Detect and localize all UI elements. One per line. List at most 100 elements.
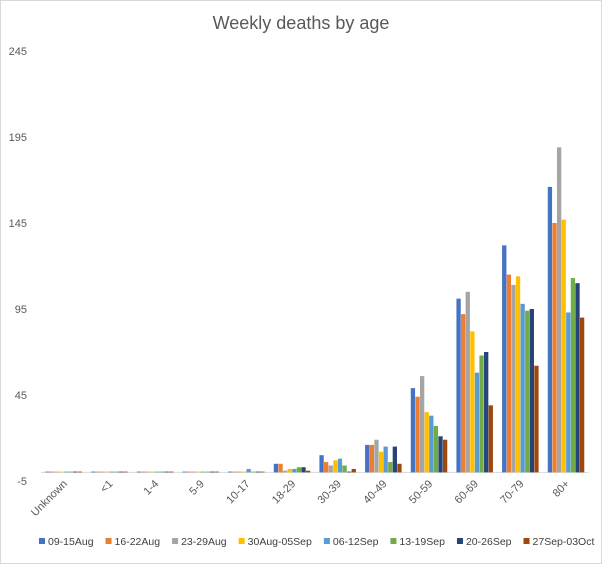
bar: [506, 274, 511, 473]
bar: [397, 463, 402, 473]
bar: [502, 245, 507, 473]
bar: [579, 317, 585, 473]
legend-swatch: [390, 538, 397, 544]
bar: [251, 471, 256, 473]
x-tick-label: 70-79: [498, 478, 526, 506]
bar: [100, 471, 105, 473]
bar: [155, 471, 160, 473]
bar: [136, 471, 142, 473]
y-tick-label: 95: [15, 304, 27, 316]
bar: [515, 276, 521, 473]
bar: [442, 439, 448, 473]
bar: [429, 415, 434, 473]
bar: [410, 388, 416, 473]
bar: [552, 223, 557, 473]
bar: [292, 468, 297, 473]
bar: [575, 283, 580, 473]
bar: [196, 471, 201, 473]
x-tick-label: 18-29: [270, 478, 298, 506]
y-tick-label: 245: [9, 46, 27, 58]
bar: [118, 471, 123, 473]
y-tick-label: 145: [9, 218, 27, 230]
bar: [461, 314, 466, 473]
bar: [260, 471, 265, 473]
bar: [369, 444, 374, 473]
bar: [200, 471, 206, 473]
bar: [191, 471, 196, 473]
bars: [45, 147, 585, 473]
bar: [246, 468, 251, 473]
x-tick-label: 60-69: [453, 478, 481, 506]
bar: [415, 396, 420, 473]
bar: [529, 309, 534, 473]
bar: [305, 470, 311, 473]
legend-label: 09-15Aug: [48, 536, 94, 548]
bar: [378, 451, 384, 473]
bar: [484, 352, 489, 473]
bar: [534, 365, 539, 473]
x-tick-label: 40-49: [361, 478, 389, 506]
x-tick-label: 50-59: [407, 478, 435, 506]
legend-swatch: [39, 538, 45, 544]
legend-label: 23-29Aug: [181, 536, 227, 548]
legend-swatch: [456, 538, 463, 544]
legend-swatch: [238, 538, 245, 544]
x-tick-label: Unknown: [29, 478, 70, 519]
bar: [205, 471, 210, 473]
x-axis: Unknown <1 1-4 5-9 10-17 18-29 30-39 40-49 50-59…: [29, 478, 572, 519]
bar: [337, 458, 343, 473]
bar: [301, 467, 306, 473]
bar: [319, 455, 324, 473]
legend-swatch: [523, 538, 530, 544]
legend-swatch: [172, 538, 179, 544]
bar: [547, 186, 553, 473]
bar: [570, 278, 576, 473]
bar: [182, 471, 187, 473]
bar: [328, 465, 333, 473]
bar: [237, 471, 242, 473]
bar: [456, 298, 461, 473]
y-tick-label: 195: [9, 132, 27, 144]
bar: [45, 471, 50, 473]
legend-label: 30Aug-05Sep: [248, 536, 312, 548]
bar: [424, 412, 429, 473]
bar: [520, 303, 525, 473]
bar: [561, 219, 566, 473]
bar: [150, 471, 155, 473]
x-tick-label: 5-9: [187, 478, 207, 498]
bar: [109, 471, 114, 473]
bar: [566, 312, 571, 473]
bar: [123, 471, 128, 473]
legend-label: 27Sep-03Oct: [533, 536, 595, 548]
bar: [50, 471, 55, 473]
bar: [77, 471, 82, 473]
bar: [374, 439, 379, 473]
bar: [488, 405, 493, 473]
bar: [433, 425, 439, 473]
bar: [347, 471, 352, 473]
bar: [159, 471, 165, 473]
bar: [296, 467, 302, 473]
bar: [556, 147, 562, 473]
bar: [392, 446, 397, 473]
bar: [388, 462, 393, 473]
bar: [91, 471, 96, 473]
bar: [365, 444, 370, 473]
bar: [438, 436, 443, 473]
bar: [214, 471, 219, 473]
legend-swatch: [105, 538, 112, 544]
x-tick-label: 10-17: [224, 478, 252, 506]
bar: [525, 310, 530, 473]
bar: [479, 355, 484, 473]
legend-swatch: [323, 538, 330, 544]
bar: [114, 471, 119, 473]
bar: [164, 471, 169, 473]
y-tick-label: 45: [15, 390, 27, 402]
legend-label: 20-26Sep: [466, 536, 512, 548]
bar: [383, 446, 388, 473]
bar: [59, 471, 64, 473]
legend-label: 16-22Aug: [115, 536, 161, 548]
bar: [187, 471, 192, 473]
